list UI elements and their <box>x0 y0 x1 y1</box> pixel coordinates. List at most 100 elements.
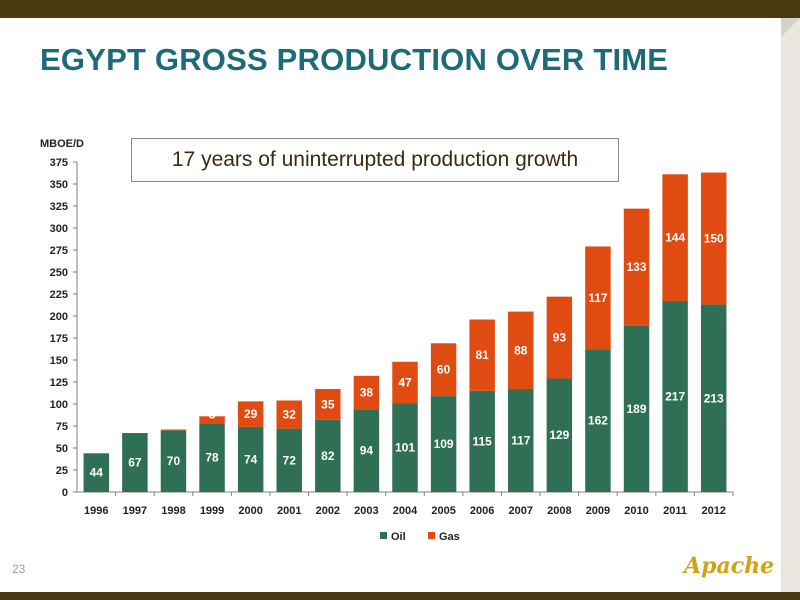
x-tick-label: 2002 <box>316 505 340 517</box>
gas-data-label: 8 <box>209 407 216 421</box>
gas-bar <box>700 172 727 305</box>
y-tick-label: 225 <box>50 289 68 301</box>
gas-data-label: 150 <box>704 232 724 246</box>
x-tick-label: 2005 <box>431 505 455 517</box>
oil-data-label: 162 <box>588 414 608 428</box>
oil-data-label: 217 <box>665 390 685 404</box>
y-tick-label: 250 <box>50 267 68 279</box>
oil-bar <box>199 423 225 492</box>
legend-oil-swatch <box>380 532 387 539</box>
x-tick-label: 2007 <box>509 505 533 517</box>
gas-bar <box>392 361 418 404</box>
y-tick-label: 50 <box>56 443 68 455</box>
oil-bar <box>160 430 187 492</box>
gas-data-label: 88 <box>514 343 528 357</box>
y-tick-label: 350 <box>50 179 68 191</box>
oil-data-label: 94 <box>360 444 374 458</box>
legend-gas-label: Gas <box>439 531 460 543</box>
gas-bar <box>469 319 495 391</box>
gas-data-label: 29 <box>244 407 258 421</box>
x-tick-label: 2009 <box>586 505 610 517</box>
gas-data-label: 60 <box>437 363 451 377</box>
gas-data-label: 133 <box>627 260 647 274</box>
top-frame-bar <box>0 0 800 18</box>
gas-bar <box>546 296 573 379</box>
x-tick-label: 2008 <box>547 505 571 517</box>
oil-bar <box>546 378 573 492</box>
gas-data-label: 117 <box>588 291 608 305</box>
gas-data-label: 38 <box>360 386 374 400</box>
oil-bar <box>237 426 264 492</box>
gas-bar <box>353 375 380 410</box>
y-tick-label: 125 <box>50 377 68 389</box>
y-tick-label: 0 <box>62 487 68 499</box>
gas-bar <box>160 429 187 431</box>
gas-bar <box>585 246 611 350</box>
oil-bar <box>83 453 110 492</box>
oil-data-label: 189 <box>627 402 647 416</box>
gas-data-label: 0 <box>132 417 139 431</box>
x-tick-label: 2004 <box>393 505 418 517</box>
oil-bar <box>353 409 380 492</box>
callout-text: 17 years of uninterrupted production gro… <box>171 148 579 171</box>
x-tick-label: 2003 <box>354 505 378 517</box>
oil-bar <box>700 304 727 492</box>
apache-logo: Apache <box>684 553 775 579</box>
y-tick-label: 25 <box>56 465 68 477</box>
gas-data-label: 144 <box>665 231 685 245</box>
gas-data-label: 93 <box>553 331 567 345</box>
oil-bar <box>276 428 302 492</box>
y-tick-label: 200 <box>50 311 68 323</box>
page-corner-fold <box>781 18 800 37</box>
oil-data-label: 101 <box>395 441 415 455</box>
gas-bar <box>430 343 457 397</box>
x-tick-label: 1996 <box>84 505 108 517</box>
gas-bar <box>237 401 264 427</box>
y-axis-label: MBOE/D <box>40 138 84 150</box>
oil-bar <box>122 433 148 492</box>
oil-data-label: 129 <box>549 428 569 442</box>
oil-data-label: 117 <box>511 434 531 448</box>
y-tick-label: 150 <box>50 355 68 367</box>
x-tick-label: 1997 <box>123 505 147 517</box>
oil-data-label: 109 <box>434 437 454 451</box>
oil-data-label: 213 <box>704 391 724 405</box>
oil-data-label: 82 <box>321 449 335 463</box>
page-number: 23 <box>12 562 26 576</box>
oil-data-label: 78 <box>205 451 219 465</box>
gas-bar <box>623 208 650 326</box>
oil-bar <box>585 349 611 492</box>
oil-bar <box>508 389 534 492</box>
x-tick-label: 2012 <box>701 505 725 517</box>
x-tick-label: 2006 <box>470 505 494 517</box>
y-tick-label: 100 <box>50 399 68 411</box>
y-tick-label: 375 <box>50 157 68 169</box>
oil-bar <box>623 325 650 492</box>
x-tick-label: 1998 <box>161 505 185 517</box>
oil-bar <box>469 390 495 492</box>
oil-bar <box>392 403 418 492</box>
gas-bar <box>662 174 688 302</box>
legend-gas-swatch <box>428 532 435 539</box>
y-tick-label: 300 <box>50 223 68 235</box>
gas-bar <box>508 311 534 390</box>
gas-data-label: 81 <box>475 348 489 362</box>
oil-data-label: 70 <box>167 454 181 468</box>
y-tick-label: 275 <box>50 245 68 257</box>
y-tick-label: 75 <box>56 421 68 433</box>
gas-bar <box>315 389 341 420</box>
oil-data-label: 72 <box>283 453 297 467</box>
x-tick-label: 2010 <box>624 505 648 517</box>
x-tick-label: 2000 <box>238 505 262 517</box>
gas-data-label: 32 <box>283 408 297 422</box>
gas-bar <box>276 400 302 429</box>
oil-data-label: 115 <box>472 434 492 448</box>
y-tick-label: 325 <box>50 201 68 213</box>
x-tick-label: 2001 <box>277 505 301 517</box>
slide-title: EGYPT GROSS PRODUCTION OVER TIME <box>40 42 669 77</box>
gas-data-label: 35 <box>321 397 335 411</box>
callout-box: 17 years of uninterrupted production gro… <box>131 138 619 182</box>
bottom-frame-bar <box>0 592 800 600</box>
oil-bar <box>430 396 457 492</box>
